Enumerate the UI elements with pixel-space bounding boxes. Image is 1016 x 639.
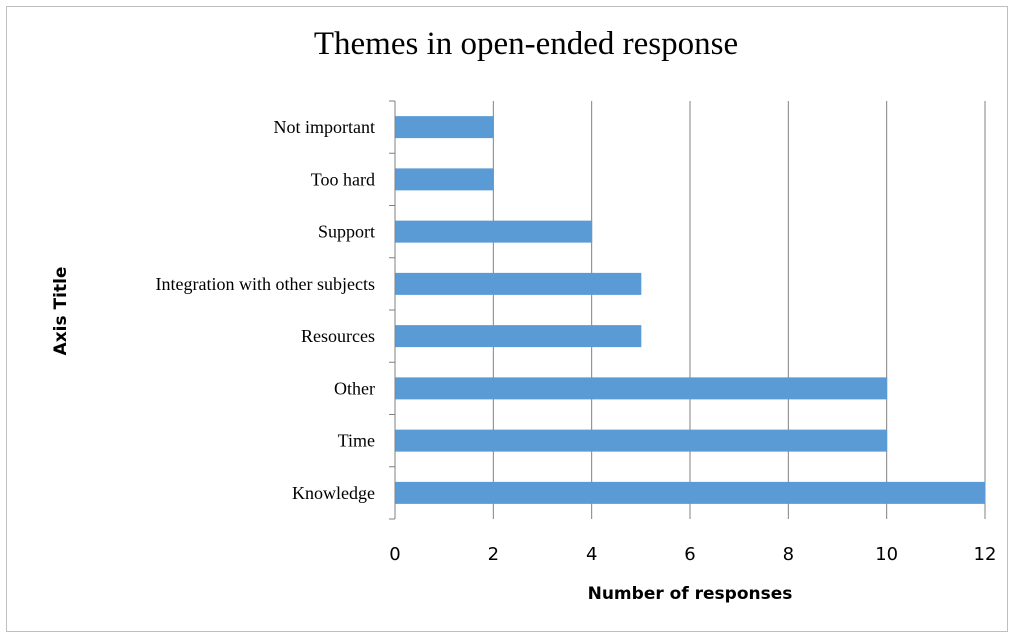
chart-title: Themes in open-ended response	[313, 26, 739, 62]
category-label: Support	[318, 222, 375, 242]
x-tick-label: 0	[389, 544, 400, 565]
bar-integration-with-other-subjects	[395, 272, 642, 295]
axes	[389, 100, 396, 520]
bar-not-important	[395, 116, 494, 139]
bar-other	[395, 377, 888, 400]
x-tick-label: 12	[974, 544, 997, 565]
category-label: Resources	[301, 326, 375, 346]
category-label: Integration with other subjects	[156, 274, 375, 294]
tick-labels: 0 2 4 6 8 10 12	[389, 544, 996, 565]
x-tick-label: 8	[783, 544, 794, 565]
category-label: Knowledge	[292, 483, 375, 503]
category-label: Time	[338, 431, 375, 451]
category-labels: Knowledge Time Other Resources Integration w…	[156, 117, 375, 503]
x-tick-label: 6	[684, 544, 695, 565]
category-label: Other	[334, 378, 375, 398]
gridlines	[492, 101, 986, 519]
x-tick-label: 4	[586, 544, 597, 565]
bar-support	[395, 220, 593, 243]
category-label: Not important	[274, 117, 376, 137]
x-axis-title: Number of responses	[587, 584, 793, 604]
x-tick-label: 2	[488, 544, 499, 565]
chart-frame	[6, 6, 1008, 632]
bar-knowledge	[395, 481, 986, 504]
bars	[395, 116, 986, 504]
bar-too-hard	[395, 168, 494, 191]
bar-time	[395, 429, 888, 452]
bar-resources	[395, 325, 642, 348]
category-label: Too hard	[311, 169, 375, 189]
x-tick-label: 10	[875, 544, 898, 565]
